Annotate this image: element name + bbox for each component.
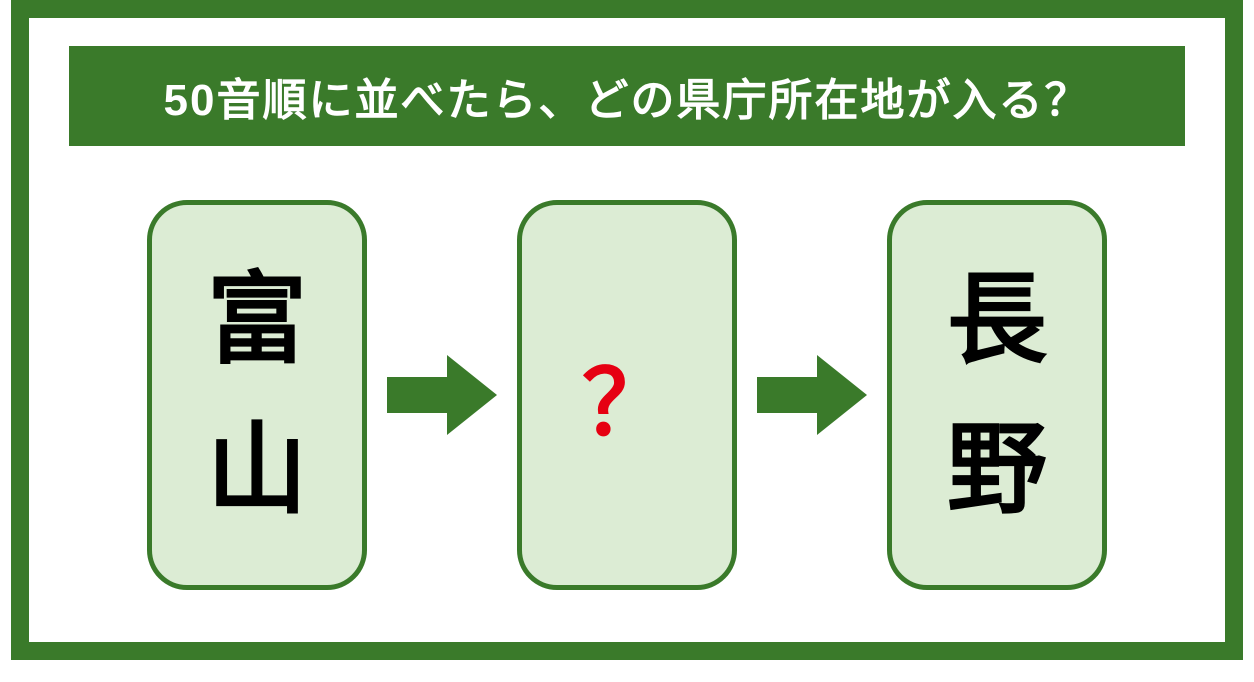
title-text: 50音順に並べたら、どの県庁所在地が入る？ bbox=[164, 76, 1091, 125]
card-left-char2: 山 bbox=[207, 420, 307, 520]
title-bar: 50音順に並べたら、どの県庁所在地が入る？ bbox=[69, 46, 1185, 146]
card-right-char2: 野 bbox=[947, 420, 1047, 520]
question-mark: ？ bbox=[582, 330, 672, 460]
card-right-char1: 長 bbox=[947, 270, 1047, 370]
arrow-icon bbox=[757, 355, 867, 435]
card-right: 長 野 bbox=[887, 200, 1107, 590]
arrow-icon bbox=[387, 355, 497, 435]
content-row: 富 山 ？ 長 野 bbox=[69, 176, 1185, 614]
card-left: 富 山 bbox=[147, 200, 367, 590]
card-middle: ？ bbox=[517, 200, 737, 590]
card-left-char1: 富 bbox=[207, 270, 307, 370]
outer-frame: 50音順に並べたら、どの県庁所在地が入る？ 富 山 ？ 長 野 bbox=[11, 0, 1243, 660]
